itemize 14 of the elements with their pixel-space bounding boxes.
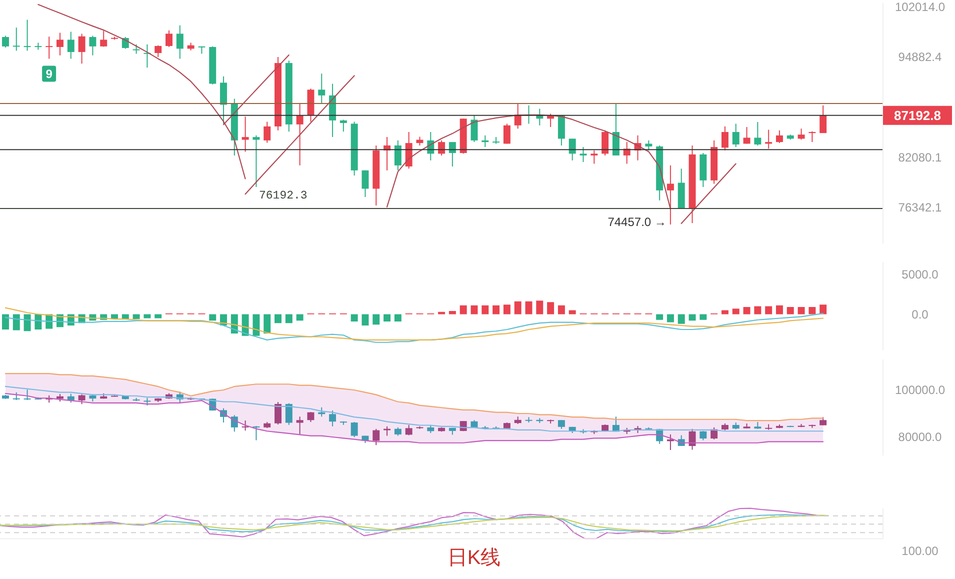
y-tick-label: 80000.0 — [898, 430, 942, 444]
annotation: 9 — [46, 67, 53, 82]
y-tick-label: 102014.0 — [894, 0, 946, 14]
y-tick-label: 76342.1 — [898, 200, 942, 214]
text: 87192.8 — [894, 108, 941, 124]
text: 100.00 — [902, 544, 939, 558]
y-tick-label: 5000.0 — [902, 267, 939, 282]
y-tick-label: 94882.4 — [898, 50, 942, 64]
y-tick-label: 100000.0 — [894, 383, 946, 398]
text: 日K线 — [447, 547, 501, 569]
ref-line-label: 76192.3 — [259, 190, 308, 203]
y-tick-label: 0.0 — [912, 307, 929, 322]
y-tick-label: 82080.1 — [898, 150, 942, 164]
annotation: 74457.0 → — [608, 215, 666, 230]
